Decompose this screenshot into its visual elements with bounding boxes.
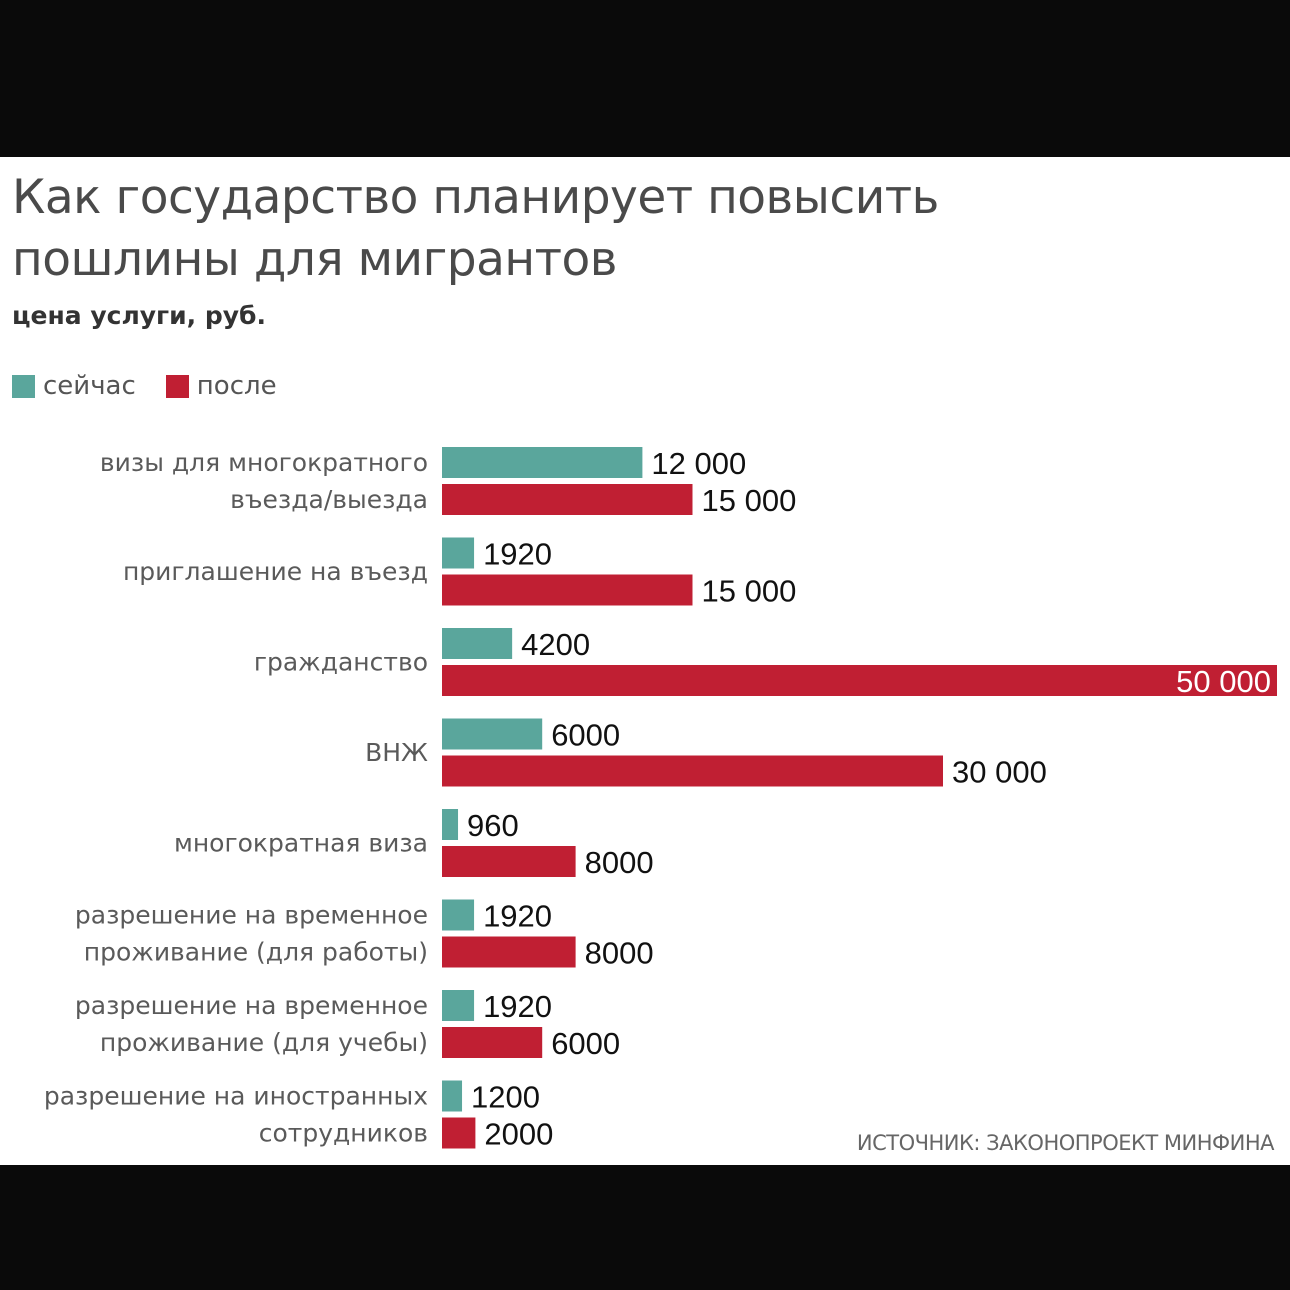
legend-label-now: сейчас: [43, 371, 136, 401]
category-label-0-0: визы для многократного: [100, 448, 428, 477]
bar-chart: визы для многократного въезда/выезда 12 00…: [44, 446, 1277, 1152]
category-label-6-0: разрешение на временное: [75, 991, 428, 1020]
value-label-now-5: 1920: [483, 899, 552, 934]
value-label-after-0: 15 000: [702, 483, 797, 518]
legend: сейчас после: [12, 369, 307, 403]
bar-now-4: [442, 809, 459, 840]
category-label-1-0: приглашение на въезд: [123, 557, 428, 586]
value-label-after-7: 2000: [484, 1117, 553, 1152]
legend-swatch-now: [12, 374, 35, 398]
bar-after-2: [442, 665, 1277, 696]
chart-title: Как государство планирует повысить пошли…: [12, 170, 939, 287]
category-label-6-1: проживание (для учебы): [100, 1028, 428, 1057]
category-label-7-1: сотрудников: [259, 1119, 428, 1148]
bar-now-5: [442, 899, 475, 931]
category-label-3-0: ВНЖ: [365, 738, 428, 767]
value-label-now-3: 6000: [551, 718, 620, 753]
bar-group-1: приглашение на въезд 1920 15 000: [123, 537, 796, 609]
chart-panel: Как государство планирует повысить пошли…: [0, 157, 1290, 1165]
bar-now-3: [442, 718, 543, 750]
bar-now-0: [442, 447, 643, 478]
legend-item-after: после: [165, 371, 277, 401]
bar-group-6: разрешение на временное проживание (для у…: [75, 989, 620, 1061]
bar-after-5: [442, 936, 576, 968]
bar-after-3: [442, 755, 943, 787]
bar-after-7: [442, 1117, 476, 1149]
legend-swatch-after: [165, 374, 189, 398]
value-label-now-1: 1920: [483, 537, 552, 572]
bar-group-4: многократная виза 960 8000: [174, 808, 654, 880]
value-label-now-7: 1200: [471, 1080, 540, 1115]
category-label-0-1: въезда/выезда: [230, 485, 428, 514]
bar-now-1: [442, 537, 475, 569]
value-label-now-4: 960: [467, 808, 519, 843]
bar-group-2: гражданство 4200 50 000: [254, 627, 1277, 699]
bar-after-6: [442, 1027, 543, 1058]
legend-item-now: сейчас: [12, 371, 136, 401]
bar-after-4: [442, 846, 576, 877]
category-label-5-0: разрешение на временное: [75, 901, 428, 930]
category-label-5-1: проживание (для работы): [84, 938, 428, 967]
chart-subtitle: цена услуги, руб.: [12, 301, 266, 330]
value-label-now-2: 4200: [521, 627, 590, 662]
category-label-4-0: многократная виза: [174, 829, 428, 858]
bar-now-6: [442, 990, 475, 1021]
bar-group-0: визы для многократного въезда/выезда 12 00…: [100, 446, 796, 518]
bar-after-1: [442, 574, 693, 606]
bar-after-0: [442, 484, 693, 515]
legend-label-after: после: [196, 371, 277, 401]
value-label-after-6: 6000: [551, 1026, 620, 1061]
bar-group-5: разрешение на временное проживание (для р…: [75, 899, 654, 971]
value-label-after-4: 8000: [585, 845, 654, 880]
value-label-now-0: 12 000: [651, 446, 746, 481]
source-note: ИСТОЧНИК: ЗАКОНОПРОЕКТ МИНФИНА: [856, 1131, 1275, 1155]
bar-group-3: ВНЖ 6000 30 000: [365, 718, 1047, 790]
value-label-after-5: 8000: [585, 936, 654, 971]
bar-group-7: разрешение на иностранных сотрудников 1200…: [44, 1080, 554, 1152]
category-label-7-0: разрешение на иностранных: [44, 1082, 428, 1111]
category-label-2-0: гражданство: [254, 648, 428, 677]
value-label-after-2: 50 000: [1176, 664, 1271, 699]
value-label-after-1: 15 000: [702, 574, 797, 609]
bar-now-2: [442, 628, 513, 659]
value-label-after-3: 30 000: [952, 755, 1047, 790]
value-label-now-6: 1920: [483, 989, 552, 1024]
bar-now-7: [442, 1080, 463, 1112]
